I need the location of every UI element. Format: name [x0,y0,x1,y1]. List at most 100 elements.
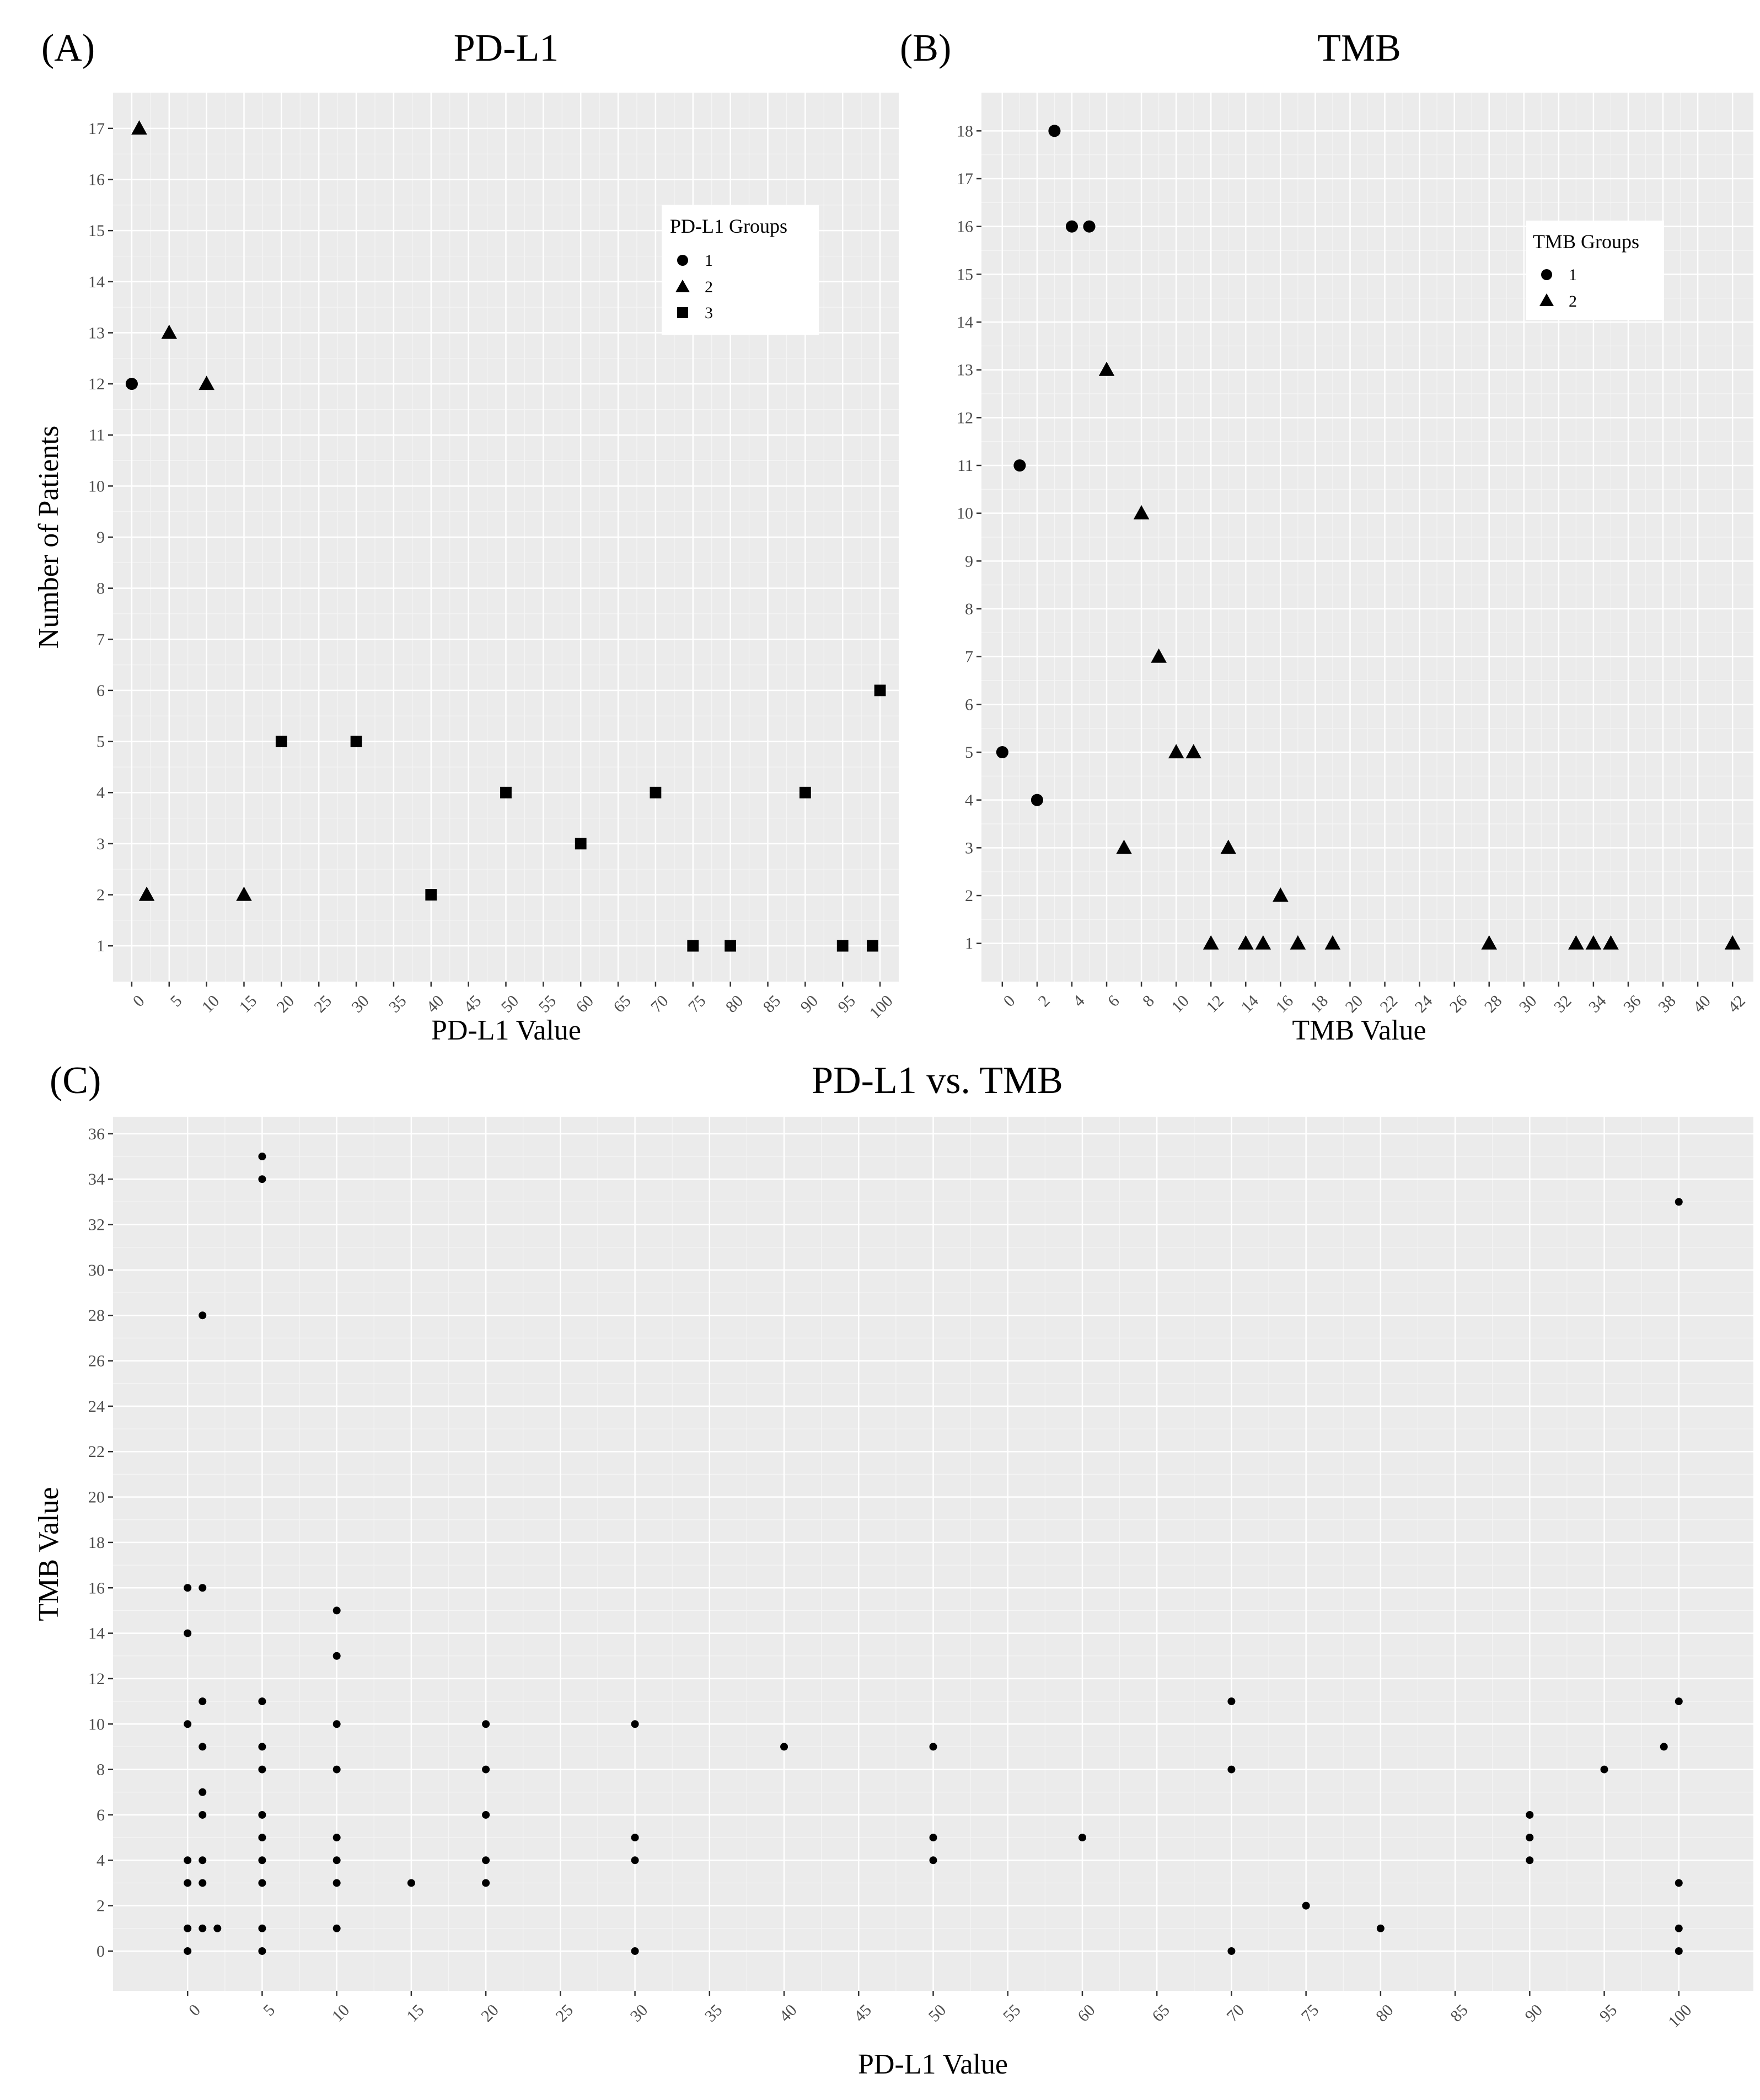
panel-c-x-tick-label: 65 [1149,2001,1173,2026]
panel-b-x-tick-label: 16 [1272,992,1297,1016]
panel-c-point-circle [198,1788,207,1796]
panel-c-x-tick-label: 45 [850,2001,875,2026]
panel-c-point-circle [198,1743,207,1751]
panel-a-point-square [425,889,437,901]
panel-c-point-circle [332,1606,341,1615]
panel-b-point-triangle [1603,935,1619,950]
panel-a-x-tick-label: 80 [722,992,747,1016]
panel-a-legend-label-3: 3 [705,304,713,322]
panel-c-point-circle [258,1175,266,1183]
panel-a-x-tick-label: 20 [273,992,298,1016]
panel-b-x-tick-label: 20 [1342,992,1367,1016]
panel-a-x-tick-label: 30 [348,992,373,1016]
panel-c-y-tick-label: 10 [88,1715,105,1733]
panel-b-letter: (B) [900,27,951,69]
panel-c-point-circle [184,1720,192,1728]
panel-c-x-tick-label: 100 [1665,2001,1695,2031]
panel-a-y-tick-label: 10 [88,477,105,495]
panel-c-point-circle [1526,1810,1534,1819]
panel-a-y-tick-label: 2 [96,886,105,904]
panel-b-point-triangle [1220,839,1237,854]
panel-c-point-circle [1675,1697,1683,1706]
panel-b-y-tick-label: 3 [965,839,973,857]
panel-c-point-circle [1675,1947,1683,1955]
panel-a-point-circle [125,378,138,390]
panel-c-y-tick-label: 30 [88,1261,105,1279]
panel-b-x-tick-label: 42 [1724,992,1749,1016]
panel-a-x-tick-label: 75 [685,992,710,1016]
panel-a-point-square [500,786,512,799]
panel-c-x-tick-label: 5 [260,2001,278,2019]
panel-a-y-tick-label: 3 [96,835,105,853]
panel-b-point-triangle [1481,935,1498,950]
panel-b-x-tick-label: 36 [1620,992,1645,1016]
panel-c-grid [113,1117,1753,1991]
panel-c-point-circle [332,1856,341,1865]
panel-c-point-circle [1526,1856,1534,1865]
panel-c-point-circle [184,1947,192,1955]
panel-c-point-circle [184,1584,192,1592]
panel-c-y-tick-label: 14 [88,1625,105,1643]
panel-c-x-tick-label: 0 [185,2001,204,2019]
panel-c-point-circle [1227,1765,1236,1774]
panel-a-point-square [575,838,587,850]
panel-b-legend-title: TMB Groups [1533,231,1639,253]
panel-a-point-triangle [161,324,178,339]
panel-a-y-tick-label: 14 [88,273,105,291]
panel-b-x-tick-label: 22 [1377,992,1402,1016]
panel-b-point-circle [1031,794,1043,806]
panel-c-point-circle [258,1924,266,1932]
panel-b-x-tick-label: 4 [1070,992,1088,1010]
panel-b-point-circle [1013,459,1026,472]
panel-b-point-triangle [1290,935,1306,950]
panel-a-x-tick-label: 0 [130,992,148,1010]
panel-c-marks [184,1153,1683,1955]
panel-c-y-tick-label: 6 [96,1806,105,1824]
panel-b-y-tick-label: 15 [957,265,973,283]
panel-a-y-tick-label: 9 [96,528,105,547]
panel-b-x-tick-label: 12 [1203,992,1227,1016]
panel-c-point-circle [332,1834,341,1842]
panel-c-y-tick-label: 32 [88,1216,105,1234]
panel-c-point-circle [332,1652,341,1660]
panel-b-y-tick-label: 11 [957,457,973,475]
panel-c-point-circle [1078,1834,1086,1842]
panel-b-x-tick-label: 2 [1035,992,1054,1010]
panel-b-y-tick-label: 7 [965,648,973,666]
panel-a-x-tick-label: 65 [610,992,635,1016]
panel-c-point-circle [258,1765,266,1774]
panel-b-point-triangle [1185,744,1201,759]
panel-a-legend: PD-L1 Groups 1 2 3 [662,205,819,335]
panel-b-x-tick-label: 24 [1412,992,1436,1016]
panel-c: (C) PD-L1 vs. TMB 0 5 10 15 20 25 30 35 40 45 50 55… [33,1059,1753,2080]
panel-a-y-tick-label: 4 [96,784,105,802]
panel-c-point-circle [1227,1697,1236,1706]
panel-c-point-circle [1227,1947,1236,1955]
panel-c-x-tick-label: 10 [329,2001,353,2026]
panel-c-y-tick-label: 16 [88,1579,105,1597]
panel-b-point-triangle [1585,935,1602,950]
panel-a-point-square [725,940,737,952]
panel-b-point-circle [1083,220,1096,233]
panel-c-point-circle [198,1697,207,1706]
panel-c-y-tick-label: 34 [88,1170,105,1188]
panel-b-x-tick-label: 26 [1446,992,1471,1016]
panel-b-legend-circle-key [1541,269,1552,280]
panel-b-x-tick-label: 34 [1585,992,1610,1016]
panel-c-point-circle [1376,1924,1385,1932]
panel-a-y-tick-label: 15 [88,222,105,240]
panel-a-point-triangle [138,886,155,901]
panel-c-point-circle [184,1856,192,1865]
panel-b-point-triangle [1273,887,1289,902]
panel-c-x-tick-label: 20 [477,2001,502,2026]
panel-a-y-tick-label: 12 [88,375,105,393]
panel-c-point-circle [198,1584,207,1592]
panel-c-x-tick-label: 90 [1521,2001,1546,2026]
panel-c-point-circle [213,1924,222,1932]
panel-c-y-tick-label: 4 [96,1851,105,1869]
panel-a-y-tick-label: 16 [88,170,105,189]
panel-b-y-tick-label: 18 [957,122,973,140]
panel-b-point-triangle [1116,839,1132,854]
panel-c-point-circle [482,1765,490,1774]
